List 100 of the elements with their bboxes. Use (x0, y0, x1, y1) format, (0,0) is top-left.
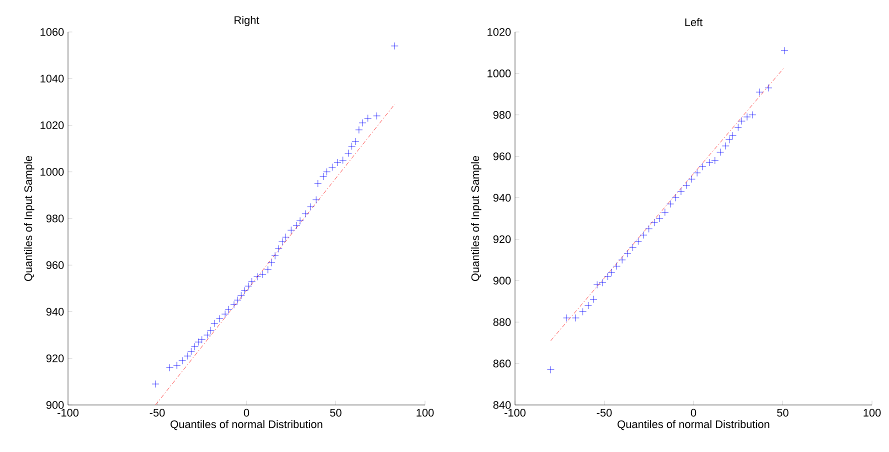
point (726, 136, 733, 144)
point (693, 169, 701, 177)
point (688, 175, 696, 183)
x-tick-label: 50 (330, 408, 342, 417)
point (230, 301, 238, 308)
point (258, 270, 266, 278)
point (224, 306, 232, 314)
point (756, 88, 764, 96)
y-tick-label: 900 (46, 401, 64, 409)
y-axis-title: Quantiles of Input Sample (24, 156, 34, 282)
point (271, 252, 279, 260)
point (364, 114, 372, 122)
y-tick-label: 980 (46, 214, 64, 222)
chart-title: Right (234, 16, 260, 26)
point (579, 308, 587, 316)
point (624, 250, 632, 258)
point (352, 138, 360, 146)
point (547, 366, 554, 374)
x-tick-label: -50 (150, 408, 165, 417)
point (268, 259, 276, 266)
point (572, 314, 580, 322)
point (608, 268, 616, 276)
point (221, 310, 229, 318)
point (734, 124, 742, 132)
x-axis-title: Quantiles of normal Distribution (170, 420, 322, 430)
point (598, 279, 606, 286)
point (640, 231, 648, 239)
y-tick-label: 840 (493, 401, 511, 409)
point (618, 256, 626, 264)
point (287, 226, 295, 234)
point (604, 272, 612, 280)
point (194, 338, 202, 346)
point (650, 218, 658, 226)
y-tick-label: 920 (493, 235, 511, 244)
point (173, 362, 181, 370)
point (323, 168, 331, 176)
x-tick-label: 100 (416, 408, 434, 417)
y-tick-label: 940 (493, 194, 511, 202)
point (314, 180, 322, 188)
point (320, 172, 327, 180)
y-tick-label: 1000 (488, 70, 511, 78)
point (234, 296, 242, 304)
y-tick-label: 960 (493, 152, 511, 160)
point (743, 113, 751, 121)
point (187, 348, 195, 356)
point (698, 162, 706, 170)
point (666, 200, 674, 208)
y-axis-title: Quantiles of Input Sample (471, 156, 482, 282)
point (204, 331, 211, 339)
point (748, 111, 756, 119)
point (339, 156, 347, 164)
x-tick-label: 50 (777, 408, 788, 417)
point (348, 142, 356, 150)
point (706, 158, 714, 166)
point (584, 302, 592, 310)
y-tick-label: 1060 (40, 28, 64, 36)
point (166, 364, 174, 372)
point (178, 356, 186, 364)
y-tick-label: 940 (46, 308, 64, 316)
point (334, 158, 342, 166)
y-tick-label: 1020 (488, 28, 511, 36)
x-tick-label: -100 (504, 408, 526, 417)
point (613, 262, 620, 270)
point (780, 46, 788, 54)
point (722, 142, 730, 150)
point (328, 163, 336, 171)
y-tick-label: 980 (493, 111, 511, 119)
point (312, 196, 320, 204)
y-tick-label: 880 (493, 318, 511, 326)
x-tick-label: -100 (58, 408, 79, 417)
point (634, 238, 642, 245)
point (738, 117, 746, 125)
point (184, 352, 192, 360)
x-tick-label: -50 (596, 408, 612, 417)
point (292, 222, 300, 230)
point (282, 233, 290, 241)
point (278, 238, 286, 246)
point (241, 287, 248, 294)
point (302, 210, 310, 218)
point (237, 292, 245, 300)
point (198, 336, 206, 344)
point (563, 314, 570, 322)
point (677, 188, 685, 196)
point (682, 182, 690, 190)
point (248, 278, 256, 286)
x-tick-label: 100 (864, 408, 881, 417)
point (191, 343, 198, 350)
x-tick-label: 0 (690, 408, 696, 417)
point (254, 273, 261, 280)
point (244, 282, 252, 290)
y-tick-label: 860 (493, 360, 511, 368)
point (307, 203, 314, 211)
y-tick-label: 900 (493, 276, 511, 285)
point (344, 150, 352, 157)
point (264, 266, 272, 274)
point (355, 126, 363, 134)
point (373, 112, 381, 120)
y-tick-label: 1020 (40, 121, 64, 130)
point (274, 245, 282, 252)
y-tick-label: 1040 (40, 74, 64, 82)
